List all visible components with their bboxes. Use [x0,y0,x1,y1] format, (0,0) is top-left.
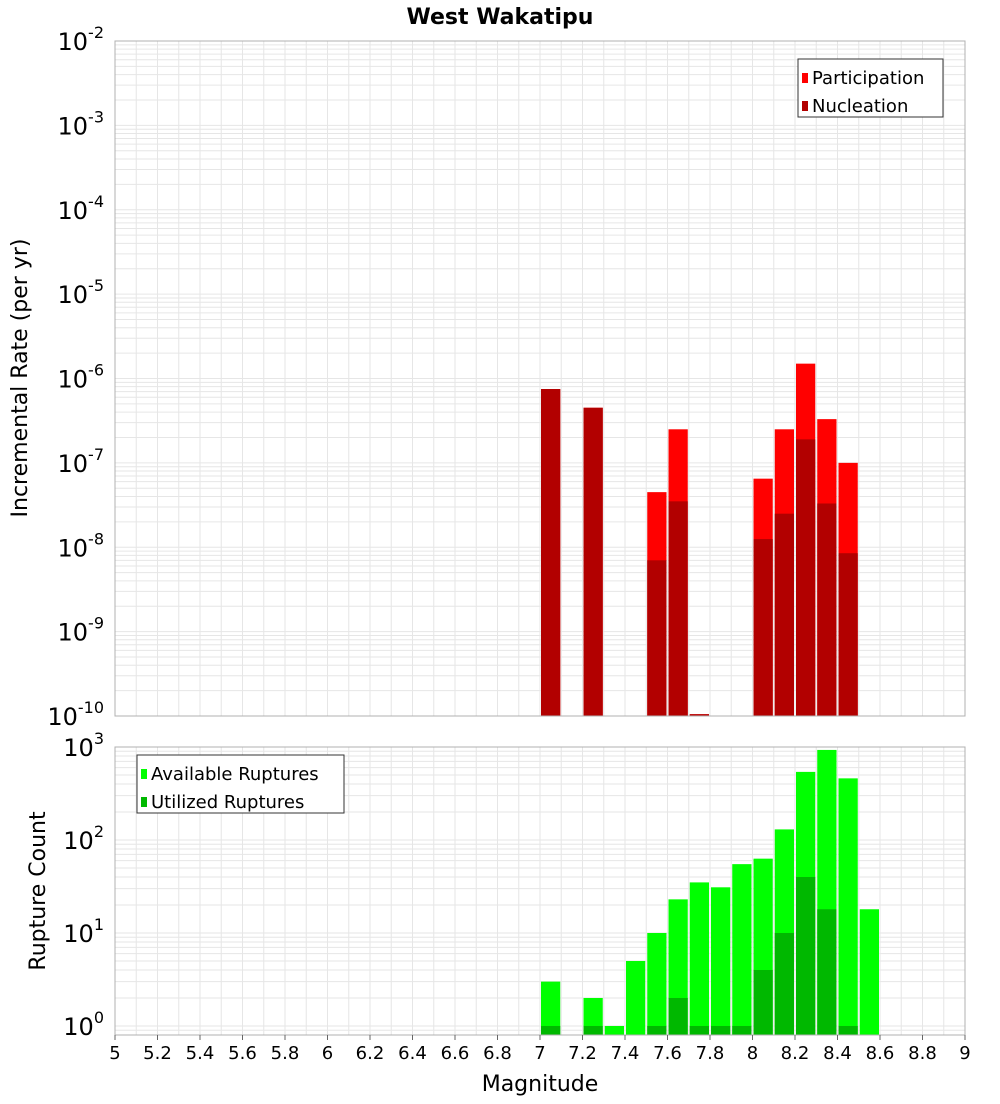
bar [732,864,752,1035]
x-tick-label: 6 [322,1043,333,1064]
legend-swatch [802,73,808,83]
bar [689,714,709,716]
x-tick-label: 8.6 [866,1043,895,1064]
x-tick-label: 5 [109,1043,120,1064]
bar [838,553,858,716]
x-tick-label: 8.8 [908,1043,937,1064]
bar [541,981,561,1035]
legend-label: Available Ruptures [151,764,319,785]
x-tick-label: 7.2 [568,1043,597,1064]
bar [753,969,773,1035]
bar [838,1025,858,1035]
y-tick-label: 10-6 [58,361,105,394]
bar [817,909,837,1035]
x-tick-label: 7.4 [611,1043,640,1064]
x-tick-label: 7.8 [696,1043,725,1064]
bar [859,909,879,1035]
y-axis-label: Incremental Rate (per yr) [8,239,33,518]
x-tick-label: 8.2 [781,1043,810,1064]
y-tick-label: 10-5 [58,276,105,309]
bottom-panel: 103 102 101 100 Rupture Count 5 5.2 5.4 5.6 5.8 6 6… [26,729,971,1064]
bar [647,932,667,1035]
legend-label: Participation [812,68,924,89]
x-tick-label: 6.2 [356,1043,385,1064]
bar [817,503,837,716]
bar [838,778,858,1035]
bar [774,513,794,716]
bar [668,997,688,1035]
top-panel: 10-2 10-3 10-4 10-5 10-6 10-7 10-8 10-9 10-10 Inc… [8,23,966,731]
bar [583,1025,603,1035]
legend-swatch [141,797,147,807]
x-tick-label: 6.4 [398,1043,427,1064]
bar [774,932,794,1035]
bar [541,389,561,716]
y-tick-label: 103 [63,729,104,762]
y-axis-label: Rupture Count [26,811,51,971]
bar [668,501,688,716]
x-tick-label: 9 [959,1043,970,1064]
x-tick-label: 5.8 [271,1043,300,1064]
y-tick-label: 10-4 [58,192,105,225]
x-tick-label: 6.8 [483,1043,512,1064]
x-tick-label: 7.6 [653,1043,682,1064]
bar [604,1025,624,1035]
legend-label: Utilized Ruptures [151,792,304,813]
legend-box [797,58,944,118]
x-tick-label: 8 [747,1043,758,1064]
x-tick-label: 6.6 [441,1043,470,1064]
x-tick-label: 5.6 [228,1043,257,1064]
y-tick-label: 10-2 [58,23,105,56]
bar [796,439,816,716]
y-tick-label: 100 [63,1008,104,1041]
y-tick-label: 10-8 [58,529,105,562]
bar [647,1025,667,1035]
y-tick-label: 101 [63,915,104,948]
legend-label: Nucleation [812,96,908,117]
x-axis-label: Magnitude [482,1072,599,1097]
x-tick-label: 7 [534,1043,545,1064]
x-tick-label: 8.4 [823,1043,852,1064]
legend-box [136,754,345,814]
bar [583,407,603,716]
y-tick-label: 10-3 [58,107,105,140]
bar [583,997,603,1035]
bar [626,960,646,1035]
legend-swatch [141,769,147,779]
y-tick-label: 10-9 [58,614,105,647]
x-tick-label: 5.4 [186,1043,215,1064]
bar [689,882,709,1035]
bar [647,560,667,716]
bar [689,1025,709,1035]
bar [711,1025,731,1035]
legend-swatch [802,101,808,111]
bar [711,887,731,1035]
x-tick-label: 5.2 [143,1043,172,1064]
y-tick-label: 10-10 [47,698,104,731]
bar [732,1025,752,1035]
bar [753,539,773,716]
plot-frame [114,40,966,717]
y-tick-label: 10-7 [58,445,105,478]
bar [541,1025,561,1035]
y-tick-label: 102 [63,822,104,855]
bar [796,877,816,1035]
chart-title: West Wakatipu [407,5,594,30]
